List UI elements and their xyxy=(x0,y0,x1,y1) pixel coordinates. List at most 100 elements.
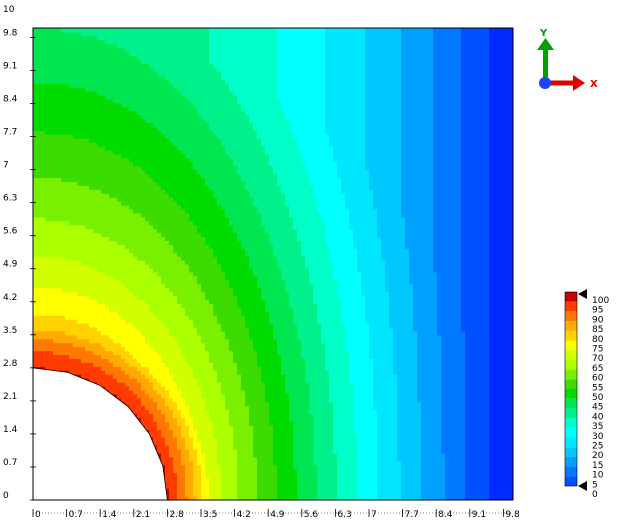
field-cell xyxy=(53,90,58,96)
field-cell xyxy=(125,401,130,407)
field-cell xyxy=(133,338,138,344)
field-cell xyxy=(109,334,114,340)
field-cell xyxy=(173,303,178,308)
field-cell xyxy=(169,205,174,210)
field-cell xyxy=(173,456,178,462)
field-cell xyxy=(53,157,58,163)
field-cell xyxy=(109,28,114,33)
field-cell xyxy=(85,122,90,127)
field-cell xyxy=(121,264,126,269)
field-cell xyxy=(145,378,150,383)
field-cell xyxy=(153,248,158,253)
field-cell xyxy=(149,346,154,352)
field-cell xyxy=(177,405,182,411)
field-cell xyxy=(105,271,110,277)
field-cell xyxy=(157,102,162,108)
field-cell xyxy=(181,484,186,489)
field-cell xyxy=(157,275,162,281)
field-cell xyxy=(77,350,82,356)
field-cell xyxy=(137,201,142,206)
field-cell xyxy=(45,291,50,297)
field-cell xyxy=(157,287,162,293)
field-cell xyxy=(57,63,62,68)
field-cell xyxy=(65,315,70,320)
field-cell xyxy=(129,134,134,139)
field-cell xyxy=(185,279,190,285)
field-cell xyxy=(65,346,70,352)
field-cell xyxy=(101,161,106,167)
field-cell xyxy=(41,224,46,230)
field-cell xyxy=(141,382,146,387)
field-cell xyxy=(185,311,190,316)
field-cell xyxy=(89,43,94,49)
field-cell xyxy=(169,401,174,407)
field-cell xyxy=(197,248,202,253)
field-cell xyxy=(165,248,170,253)
field-cell xyxy=(65,39,70,45)
field-cell xyxy=(181,338,186,344)
field-cell xyxy=(153,346,158,352)
field-cell xyxy=(121,193,126,198)
field-cell xyxy=(57,134,62,139)
field-cell xyxy=(81,366,86,371)
field-cell xyxy=(93,165,98,171)
field-cell xyxy=(161,267,166,273)
field-cell xyxy=(85,256,90,261)
field-cell xyxy=(173,271,178,277)
field-cell xyxy=(169,98,174,104)
field-cell xyxy=(85,153,90,159)
field-cell xyxy=(85,354,90,359)
field-cell xyxy=(169,326,174,332)
field-cell xyxy=(73,114,78,120)
field-cell xyxy=(101,185,106,190)
field-cell xyxy=(145,389,150,395)
field-cell xyxy=(53,75,58,80)
field-cell xyxy=(105,114,110,120)
field-cell xyxy=(185,409,190,415)
field-cell xyxy=(37,330,42,336)
field-cell xyxy=(85,142,90,147)
field-cell xyxy=(73,334,78,340)
field-cell xyxy=(89,134,94,139)
field-cell xyxy=(77,346,82,352)
field-cell xyxy=(117,122,122,127)
field-cell xyxy=(133,189,138,194)
field-cell xyxy=(189,240,194,245)
field-cell xyxy=(133,252,138,257)
field-cell xyxy=(189,102,194,108)
field-cell xyxy=(145,425,150,430)
field-cell xyxy=(77,295,82,300)
field-cell xyxy=(169,110,174,116)
field-cell xyxy=(149,354,154,359)
field-cell xyxy=(57,299,62,304)
field-cell xyxy=(189,51,194,57)
field-cell xyxy=(133,75,138,80)
field-cell xyxy=(169,437,174,442)
field-cell xyxy=(45,295,50,300)
field-cell xyxy=(189,323,194,328)
field-cell xyxy=(185,271,190,277)
field-cell xyxy=(177,382,182,387)
field-cell xyxy=(93,193,98,198)
field-cell xyxy=(121,307,126,312)
field-cell xyxy=(181,385,186,391)
field-cell xyxy=(173,311,178,316)
field-cell xyxy=(157,126,162,131)
field-cell xyxy=(57,271,62,277)
field-cell xyxy=(125,63,130,68)
field-cell xyxy=(169,220,174,226)
field-cell xyxy=(157,114,162,120)
field-cell xyxy=(113,319,118,324)
field-cell xyxy=(33,303,38,308)
field-cell xyxy=(177,208,182,214)
field-cell xyxy=(109,307,114,312)
field-cell xyxy=(149,208,154,214)
field-cell xyxy=(97,291,102,297)
field-cell xyxy=(117,323,122,328)
field-cell xyxy=(153,405,158,411)
field-cell xyxy=(129,220,134,226)
field-cell xyxy=(177,496,182,500)
field-cell xyxy=(185,87,190,92)
field-cell xyxy=(181,236,186,241)
field-cell xyxy=(89,267,94,273)
